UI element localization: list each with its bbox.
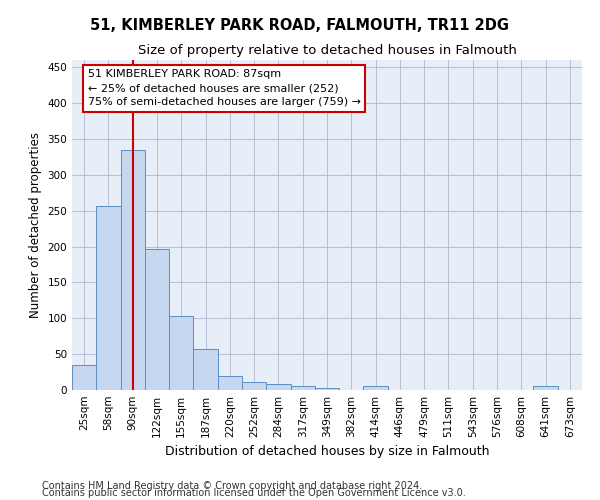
X-axis label: Distribution of detached houses by size in Falmouth: Distribution of detached houses by size …: [165, 446, 489, 458]
Bar: [266, 384, 290, 390]
Bar: [533, 386, 558, 390]
Bar: [72, 365, 96, 390]
Bar: [315, 388, 339, 390]
Bar: [290, 386, 315, 390]
Bar: [96, 206, 121, 390]
Y-axis label: Number of detached properties: Number of detached properties: [29, 132, 42, 318]
Bar: [193, 349, 218, 390]
Text: Contains HM Land Registry data © Crown copyright and database right 2024.: Contains HM Land Registry data © Crown c…: [42, 481, 422, 491]
Text: Contains public sector information licensed under the Open Government Licence v3: Contains public sector information licen…: [42, 488, 466, 498]
Bar: [121, 150, 145, 390]
Text: 51, KIMBERLEY PARK ROAD, FALMOUTH, TR11 2DG: 51, KIMBERLEY PARK ROAD, FALMOUTH, TR11 …: [91, 18, 509, 32]
Title: Size of property relative to detached houses in Falmouth: Size of property relative to detached ho…: [137, 44, 517, 58]
Bar: [242, 382, 266, 390]
Text: 51 KIMBERLEY PARK ROAD: 87sqm
← 25% of detached houses are smaller (252)
75% of : 51 KIMBERLEY PARK ROAD: 87sqm ← 25% of d…: [88, 70, 361, 108]
Bar: [218, 376, 242, 390]
Bar: [169, 316, 193, 390]
Bar: [364, 386, 388, 390]
Bar: [145, 248, 169, 390]
